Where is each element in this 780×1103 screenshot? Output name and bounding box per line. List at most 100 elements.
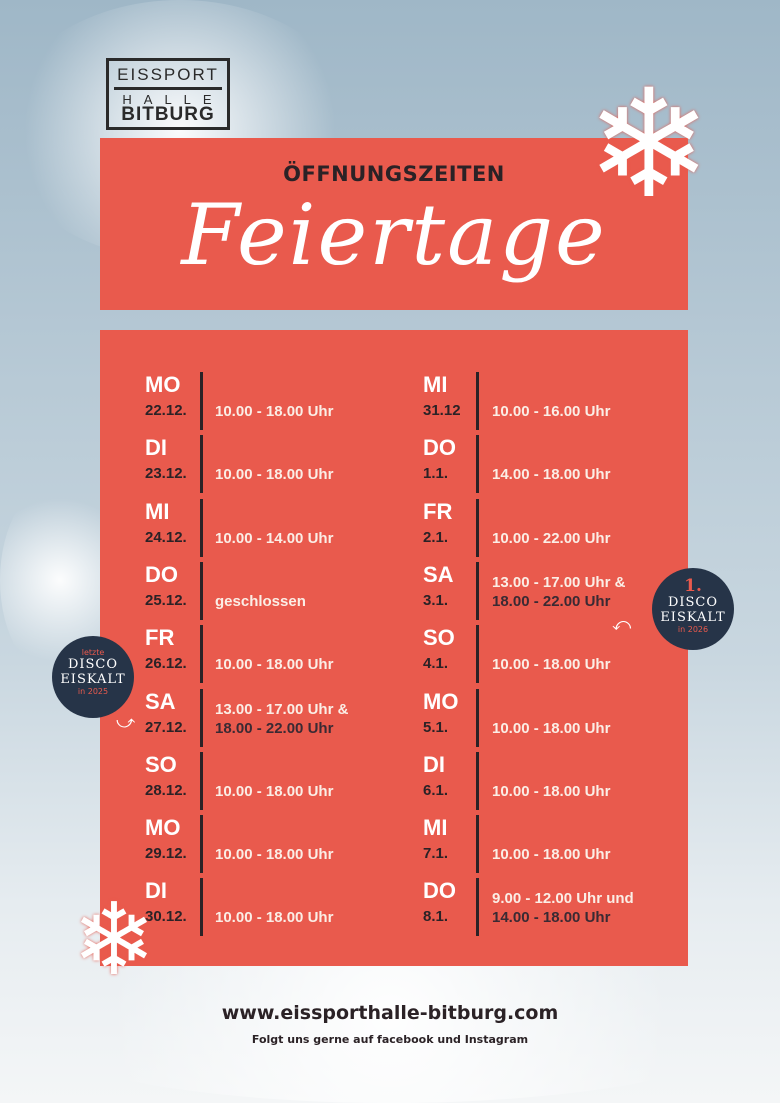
date-label: 5.1. (423, 718, 449, 736)
opening-hours: 9.00 - 12.00 Uhr und 14.00 - 18.00 Uhr (492, 889, 634, 927)
opening-hours: 10.00 - 22.00 Uhr (492, 529, 610, 548)
day-label: SO (145, 751, 177, 777)
divider (200, 498, 203, 557)
schedule-row: DI 6.1. 10.00 - 18.00 Uhr (423, 751, 643, 810)
divider (476, 561, 479, 620)
day-label: DO (145, 561, 178, 587)
time-text: 18.00 - 22.00 Uhr (215, 719, 334, 737)
day-label: DO (423, 878, 456, 904)
divider (200, 372, 203, 430)
schedule-row: FR 2.1. 10.00 - 22.00 Uhr (423, 498, 643, 557)
opening-hours: 10.00 - 18.00 Uhr (215, 465, 333, 484)
day-label: SA (423, 561, 454, 587)
time-text: 10.00 - 18.00 Uhr (215, 403, 334, 420)
schedule-panel: MO 22.12. 10.00 - 18.00 Uhr DI 23.12. 10.… (100, 330, 688, 966)
date-label: 1.1. (423, 465, 449, 483)
schedule-row: DO 1.1. 14.00 - 18.00 Uhr (423, 435, 643, 494)
date-label: 28.12. (145, 781, 187, 799)
divider (200, 435, 203, 494)
time-text: 10.00 - 18.00 Uhr (215, 782, 334, 800)
schedule-row: MO 29.12. 10.00 - 18.00 Uhr (145, 815, 365, 874)
divider (200, 878, 203, 937)
divider (476, 372, 479, 430)
day-label: MO (145, 372, 181, 397)
day-label: DI (423, 751, 445, 777)
badge-text: letzte (81, 648, 105, 657)
time-text: 14.00 - 18.00 Uhr (492, 909, 611, 927)
opening-hours: 10.00 - 16.00 Uhr (492, 402, 610, 421)
date-label: 8.1. (423, 908, 449, 926)
divider (476, 751, 479, 810)
day-label: MI (423, 372, 448, 397)
opening-hours: 10.00 - 18.00 Uhr (215, 845, 333, 864)
day-label: MO (145, 815, 181, 841)
opening-hours: 10.00 - 18.00 Uhr (492, 782, 610, 801)
opening-hours: geschlossen (215, 592, 306, 611)
day-label: DI (145, 435, 167, 461)
logo-line: HALLE (122, 92, 224, 107)
badge-text: EISKALT (60, 672, 126, 687)
badge-text: 1. (684, 576, 702, 596)
badge-text: in 2025 (77, 687, 109, 696)
time-text: 10.00 - 22.00 Uhr (492, 529, 611, 547)
date-label: 26.12. (145, 655, 187, 673)
opening-hours: 13.00 - 17.00 Uhr & 18.00 - 22.00 Uhr (215, 700, 348, 738)
date-label: 2.1. (423, 528, 449, 546)
subtitle: ÖFFNUNGSZEITEN (283, 162, 505, 186)
divider (476, 878, 479, 937)
opening-hours: 10.00 - 18.00 Uhr (215, 402, 333, 421)
opening-hours: 10.00 - 18.00 Uhr (492, 719, 610, 738)
date-label: 24.12. (145, 528, 187, 546)
date-label: 30.12. (145, 908, 187, 926)
divider (476, 435, 479, 494)
time-text: 10.00 - 14.00 Uhr (215, 529, 334, 547)
time-text: 10.00 - 18.00 Uhr (492, 719, 611, 737)
opening-hours: 10.00 - 18.00 Uhr (492, 655, 610, 674)
opening-hours: 10.00 - 18.00 Uhr (215, 908, 333, 927)
schedule-row: MO 22.12. 10.00 - 18.00 Uhr (145, 372, 365, 430)
date-label: 25.12. (145, 591, 187, 609)
day-label: FR (145, 625, 175, 651)
day-label: MO (423, 688, 459, 714)
schedule-row: SO 4.1. 10.00 - 18.00 Uhr (423, 625, 643, 684)
opening-hours: 14.00 - 18.00 Uhr (492, 465, 610, 484)
time-text: 10.00 - 18.00 Uhr (215, 466, 334, 484)
date-label: 7.1. (423, 845, 449, 863)
day-label: MI (145, 498, 170, 524)
time-text: 10.00 - 18.00 Uhr (492, 656, 611, 674)
time-text: 10.00 - 18.00 Uhr (215, 656, 334, 674)
divider (200, 561, 203, 620)
date-label: 23.12. (145, 465, 187, 483)
day-label: DI (145, 878, 167, 904)
date-label: 29.12. (145, 845, 187, 863)
schedule-row: FR 26.12. 10.00 - 18.00 Uhr (145, 625, 365, 684)
schedule-row: MI 24.12. 10.00 - 14.00 Uhr (145, 498, 365, 557)
divider (200, 688, 203, 747)
schedule-row: DI 23.12. 10.00 - 18.00 Uhr (145, 435, 365, 494)
schedule-row: SA 3.1. 13.00 - 17.00 Uhr & 18.00 - 22.00… (423, 561, 643, 620)
time-text: 9.00 - 12.00 Uhr und (492, 890, 634, 908)
date-label: 6.1. (423, 781, 449, 799)
time-text: 13.00 - 17.00 Uhr & (215, 700, 349, 718)
logo-line: BITBURG (121, 104, 215, 125)
divider (200, 625, 203, 684)
date-label: 31.12 (423, 402, 461, 419)
snowflake-icon: ❄ (72, 881, 156, 998)
arrow-icon: ⤺ (612, 614, 632, 635)
website-link[interactable]: www.eissporthalle-bitburg.com (221, 1002, 559, 1024)
divider (200, 751, 203, 810)
day-label: FR (423, 498, 453, 524)
badge-text: in 2026 (677, 625, 709, 634)
date-label: 3.1. (423, 591, 449, 609)
time-text: 10.00 - 18.00 Uhr (215, 846, 334, 864)
date-label: 4.1. (423, 655, 449, 673)
opening-hours: 10.00 - 18.00 Uhr (492, 845, 610, 864)
divider (476, 625, 479, 684)
schedule-row: MI 31.12 10.00 - 16.00 Uhr (423, 372, 643, 430)
schedule-row: SO 28.12. 10.00 - 18.00 Uhr (145, 751, 365, 810)
badge-last-disco: letzte DISCO EISKALT in 2025 (52, 636, 134, 718)
badge-first-disco: 1. DISCO EISKALT in 2026 (652, 568, 734, 650)
day-label: DO (423, 435, 456, 461)
schedule-row: DI 30.12. 10.00 - 18.00 Uhr (145, 878, 365, 937)
date-label: 22.12. (145, 402, 187, 419)
